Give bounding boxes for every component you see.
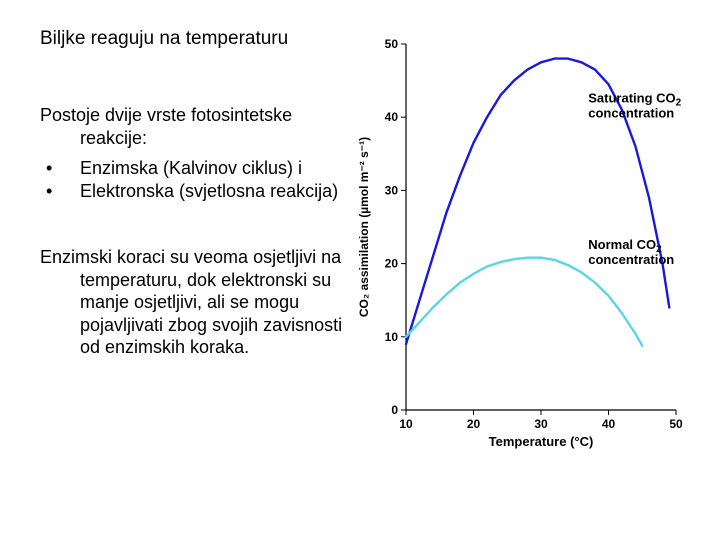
svg-text:40: 40 <box>385 110 399 124</box>
bullet-item: Enzimska (Kalvinov ciklus) i <box>40 157 350 180</box>
svg-text:30: 30 <box>534 417 548 431</box>
svg-text:30: 30 <box>385 183 399 197</box>
svg-text:20: 20 <box>467 417 481 431</box>
text-column: Biljke reaguju na temperaturu Postoje dv… <box>40 28 350 520</box>
svg-text:50: 50 <box>669 417 683 431</box>
svg-text:50: 50 <box>385 37 399 51</box>
intro-line: Postoje dvije vrste fotosintetske reakci… <box>40 104 350 149</box>
svg-text:concentration: concentration <box>588 252 674 267</box>
bullet-list: Enzimska (Kalvinov ciklus) i Elektronska… <box>40 157 350 202</box>
paragraph-2-text: Enzimski koraci su veoma osjetljivi na t… <box>40 246 350 359</box>
svg-text:0: 0 <box>391 403 398 417</box>
svg-text:Temperature (°C): Temperature (°C) <box>489 434 594 449</box>
paragraph-2: Enzimski koraci su veoma osjetljivi na t… <box>40 246 350 359</box>
svg-text:20: 20 <box>385 257 399 271</box>
bullet-item: Elektronska (svjetlosna reakcija) <box>40 180 350 203</box>
page-title: Biljke reaguju na temperaturu <box>40 28 350 50</box>
co2-assimilation-chart: 010203040501020304050Temperature (°C)CO₂… <box>350 28 690 458</box>
svg-text:10: 10 <box>399 417 413 431</box>
svg-text:40: 40 <box>602 417 616 431</box>
svg-text:10: 10 <box>385 330 399 344</box>
chart-column: 010203040501020304050Temperature (°C)CO₂… <box>350 28 690 520</box>
svg-text:concentration: concentration <box>588 106 674 121</box>
svg-text:CO₂ assimilation (µmol m⁻² s⁻¹: CO₂ assimilation (µmol m⁻² s⁻¹) <box>357 137 371 317</box>
